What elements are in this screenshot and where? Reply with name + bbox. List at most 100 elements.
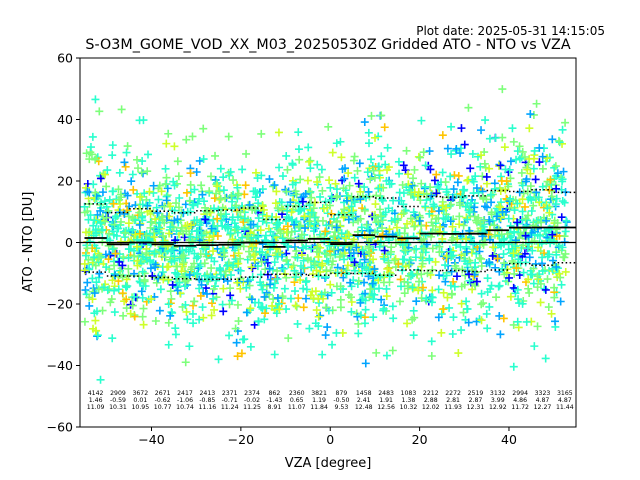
scatter-point xyxy=(86,143,95,152)
scatter-point xyxy=(370,173,379,182)
scatter-point xyxy=(162,196,171,205)
scatter-point xyxy=(560,198,569,207)
scatter-point xyxy=(110,286,119,295)
scatter-point xyxy=(227,192,236,200)
scatter-point xyxy=(211,151,220,160)
scatter-point xyxy=(443,144,452,153)
y-tick-label: 20 xyxy=(57,174,73,189)
scatter-point xyxy=(467,248,476,257)
scatter-point xyxy=(476,162,485,171)
scatter-point xyxy=(162,139,171,148)
scatter-point xyxy=(109,199,118,208)
scatter-point xyxy=(188,132,197,141)
scatter-point xyxy=(236,284,245,293)
bin-std-label: 11.07 xyxy=(288,404,306,411)
scatter-point xyxy=(480,159,489,168)
scatter-point xyxy=(404,170,413,179)
bin-count-label: 862 xyxy=(268,390,280,397)
scatter-point xyxy=(538,253,547,262)
scatter-point xyxy=(244,247,253,256)
scatter-point xyxy=(96,174,105,183)
scatter-point xyxy=(254,232,263,241)
scatter-point xyxy=(468,149,477,158)
scatter-point xyxy=(446,217,455,226)
scatter-point xyxy=(377,195,386,204)
scatter-point xyxy=(99,283,108,292)
scatter-point xyxy=(131,230,140,239)
scatter-point xyxy=(141,281,150,290)
y-tick-label: 60 xyxy=(57,51,73,66)
scatter-point xyxy=(145,187,154,196)
scatter-point xyxy=(459,308,468,317)
scatter-point xyxy=(98,306,107,315)
scatter-point xyxy=(390,256,399,265)
scatter-point xyxy=(409,232,418,241)
scatter-point xyxy=(501,165,510,174)
scatter-point xyxy=(81,286,90,295)
scatter-point xyxy=(270,279,279,288)
scatter-point xyxy=(379,278,388,287)
scatter-point xyxy=(219,307,228,316)
scatter-point xyxy=(525,253,534,262)
scatter-point xyxy=(185,342,194,351)
scatter-point xyxy=(328,340,337,349)
scatter-point xyxy=(278,172,287,181)
scatter-point xyxy=(288,160,297,169)
scatter-point xyxy=(535,231,544,240)
scatter-point xyxy=(398,181,407,190)
scatter-point xyxy=(124,212,133,221)
scatter-point xyxy=(322,266,331,275)
scatter-point xyxy=(457,124,466,133)
scatter-point xyxy=(115,168,124,177)
scatter-point xyxy=(360,255,369,264)
scatter-point xyxy=(190,249,199,258)
scatter-point xyxy=(91,316,100,325)
scatter-point xyxy=(92,278,101,287)
scatter-point xyxy=(233,183,242,192)
scatter-point xyxy=(513,199,522,208)
scatter-point xyxy=(394,260,403,268)
scatter-point xyxy=(327,195,336,204)
scatter-point xyxy=(293,319,302,328)
scatter-point xyxy=(524,160,533,169)
scatter-point xyxy=(170,252,179,261)
scatter-point xyxy=(353,312,362,321)
scatter-point xyxy=(149,188,158,197)
scatter-point xyxy=(290,243,299,252)
scatter-point xyxy=(292,246,301,255)
scatter-point xyxy=(487,210,496,219)
bin-count-label: 2671 xyxy=(155,390,171,397)
bin-std-label: 11.16 xyxy=(198,404,216,411)
scatter-point xyxy=(537,218,546,227)
scatter-point xyxy=(503,229,512,238)
scatter-point xyxy=(552,194,561,203)
scatter-point xyxy=(197,231,206,240)
scatter-point xyxy=(421,202,430,211)
scatter-point xyxy=(213,182,222,191)
scatter-point xyxy=(495,281,504,290)
scatter-point xyxy=(525,288,534,297)
scatter-point xyxy=(344,230,353,239)
scatter-point xyxy=(505,273,514,282)
scatter-point xyxy=(301,224,310,233)
scatter-point xyxy=(375,205,384,214)
scatter-point xyxy=(382,176,391,185)
scatter-point xyxy=(219,186,228,195)
scatter-point xyxy=(226,271,235,280)
scatter-point xyxy=(214,205,223,214)
scatter-point xyxy=(421,161,430,170)
scatter-point xyxy=(375,284,383,293)
scatter-point xyxy=(307,208,316,217)
scatter-point xyxy=(401,246,410,255)
scatter-point xyxy=(387,179,396,188)
scatter-point xyxy=(498,133,507,142)
scatter-point xyxy=(216,194,225,203)
scatter-point xyxy=(90,289,99,298)
bin-std-label: 11.44 xyxy=(556,404,574,411)
scatter-point xyxy=(95,251,104,260)
scatter-point xyxy=(526,110,535,119)
scatter-point xyxy=(400,255,409,264)
scatter-point xyxy=(461,257,470,266)
scatter-point xyxy=(303,176,312,185)
scatter-point xyxy=(408,270,417,279)
